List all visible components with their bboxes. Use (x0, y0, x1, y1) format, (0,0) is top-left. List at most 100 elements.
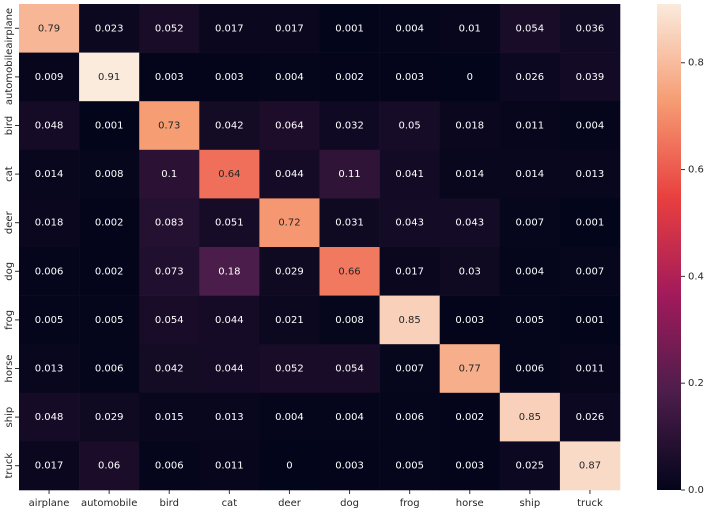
heatmap-cell (499, 149, 561, 199)
x-tick-label: deer (278, 498, 302, 509)
colorbar (657, 4, 681, 490)
x-tick-label: bird (160, 498, 179, 509)
y-tick-label: deer (4, 210, 15, 234)
heatmap-cell (499, 198, 561, 248)
heatmap-cell (439, 441, 501, 491)
heatmap-cell (559, 198, 621, 248)
y-tick-label: automobile (4, 49, 15, 105)
heatmap-cell (79, 101, 140, 151)
heatmap-cell (199, 149, 260, 199)
heatmap-cell (19, 247, 80, 296)
heatmap-cell (259, 4, 320, 53)
heatmap-cell (379, 295, 440, 345)
cell-label: 0.051 (215, 218, 244, 229)
heatmap-cell (199, 295, 260, 345)
heatmap-cell (379, 198, 440, 248)
cell-label: 0.011 (576, 364, 605, 375)
cell-label: 0.008 (95, 169, 124, 180)
heatmap-cell (199, 344, 260, 394)
cell-label: 0.85 (399, 315, 421, 326)
heatmap-cell (259, 247, 320, 296)
heatmap-cell (559, 149, 621, 199)
y-tick-label: ship (4, 407, 15, 428)
heatmap-cell (199, 101, 260, 151)
heatmap-cell (439, 198, 501, 248)
cell-label: 0.002 (335, 72, 364, 83)
cell-label: 0.083 (155, 218, 184, 229)
heatmap-cell (439, 149, 501, 199)
y-tick-label: bird (4, 116, 15, 135)
cell-label: 0.06 (98, 461, 120, 472)
cell-label: 0.003 (455, 315, 484, 326)
cell-label: 0.013 (35, 364, 64, 375)
heatmap-cell (79, 441, 140, 491)
cell-label: 0.005 (95, 315, 124, 326)
cell-label: 0.66 (338, 266, 360, 277)
heatmap-cell (139, 52, 200, 102)
cell-label: 0.004 (395, 23, 424, 34)
cell-label: 0.72 (278, 218, 300, 229)
heatmap-cell (19, 344, 80, 394)
cell-label: 0.014 (35, 169, 64, 180)
cell-label: 0.005 (516, 315, 545, 326)
heatmap-cell (259, 52, 320, 102)
heatmap-cell (79, 149, 140, 199)
heatmap-cell (199, 52, 260, 102)
heatmap-cell (79, 392, 140, 442)
cell-label: 0.001 (576, 315, 605, 326)
heatmap-cell (259, 295, 320, 345)
cell-label: 0.001 (95, 121, 124, 132)
heatmap-cell (139, 4, 200, 53)
cell-label: 0.002 (95, 218, 124, 229)
cell-label: 0.017 (215, 23, 244, 34)
cell-label: 0.039 (576, 72, 605, 83)
x-tick-label: airplane (29, 498, 70, 509)
cell-label: 0.013 (215, 412, 244, 423)
cell-label: 0.011 (215, 461, 244, 472)
cell-label: 0.007 (576, 266, 605, 277)
x-tick-label: ship (520, 498, 541, 509)
y-tick-label: dog (4, 262, 15, 281)
heatmap-cell (139, 344, 200, 394)
heatmap-cell (559, 4, 621, 53)
cell-label: 0.052 (155, 23, 184, 34)
cell-label: 0.023 (95, 23, 124, 34)
x-tick-label: dog (340, 498, 359, 509)
heatmap-cell (499, 441, 561, 491)
heatmap-cell (19, 441, 80, 491)
heatmap-cell (319, 247, 380, 296)
cell-label: 0.044 (275, 169, 304, 180)
cell-label: 0.031 (335, 218, 364, 229)
cell-label: 0.048 (35, 121, 64, 132)
heatmap-cell (319, 392, 380, 442)
cell-label: 0.006 (395, 412, 424, 423)
cell-label: 0.041 (395, 169, 424, 180)
heatmap-cell (79, 247, 140, 296)
cell-label: 0.11 (338, 169, 360, 180)
y-tick-label: frog (4, 310, 15, 330)
cell-label: 0.002 (95, 266, 124, 277)
heatmap-cell (559, 101, 621, 151)
heatmap-cell (259, 344, 320, 394)
heatmap-cell (499, 4, 561, 53)
heatmap-cell (499, 344, 561, 394)
cell-label: 0.017 (35, 461, 64, 472)
heatmap-cell (379, 101, 440, 151)
cell-label: 0.054 (516, 23, 545, 34)
heatmap-cell (319, 295, 380, 345)
cell-label: 0.018 (35, 218, 64, 229)
heatmap-cell (379, 149, 440, 199)
cell-label: 0.015 (155, 412, 184, 423)
x-tick-label: horse (456, 498, 484, 509)
cell-label: 0 (286, 461, 292, 472)
cell-label: 0.052 (275, 364, 304, 375)
cell-label: 0.073 (155, 266, 184, 277)
cell-label: 0.007 (516, 218, 545, 229)
cell-label: 0.01 (459, 23, 481, 34)
heatmap-cell (19, 101, 80, 151)
cell-label: 0.043 (455, 218, 484, 229)
cell-label: 0.004 (576, 121, 605, 132)
cell-label: 0.1 (161, 169, 177, 180)
cell-label: 0.006 (516, 364, 545, 375)
